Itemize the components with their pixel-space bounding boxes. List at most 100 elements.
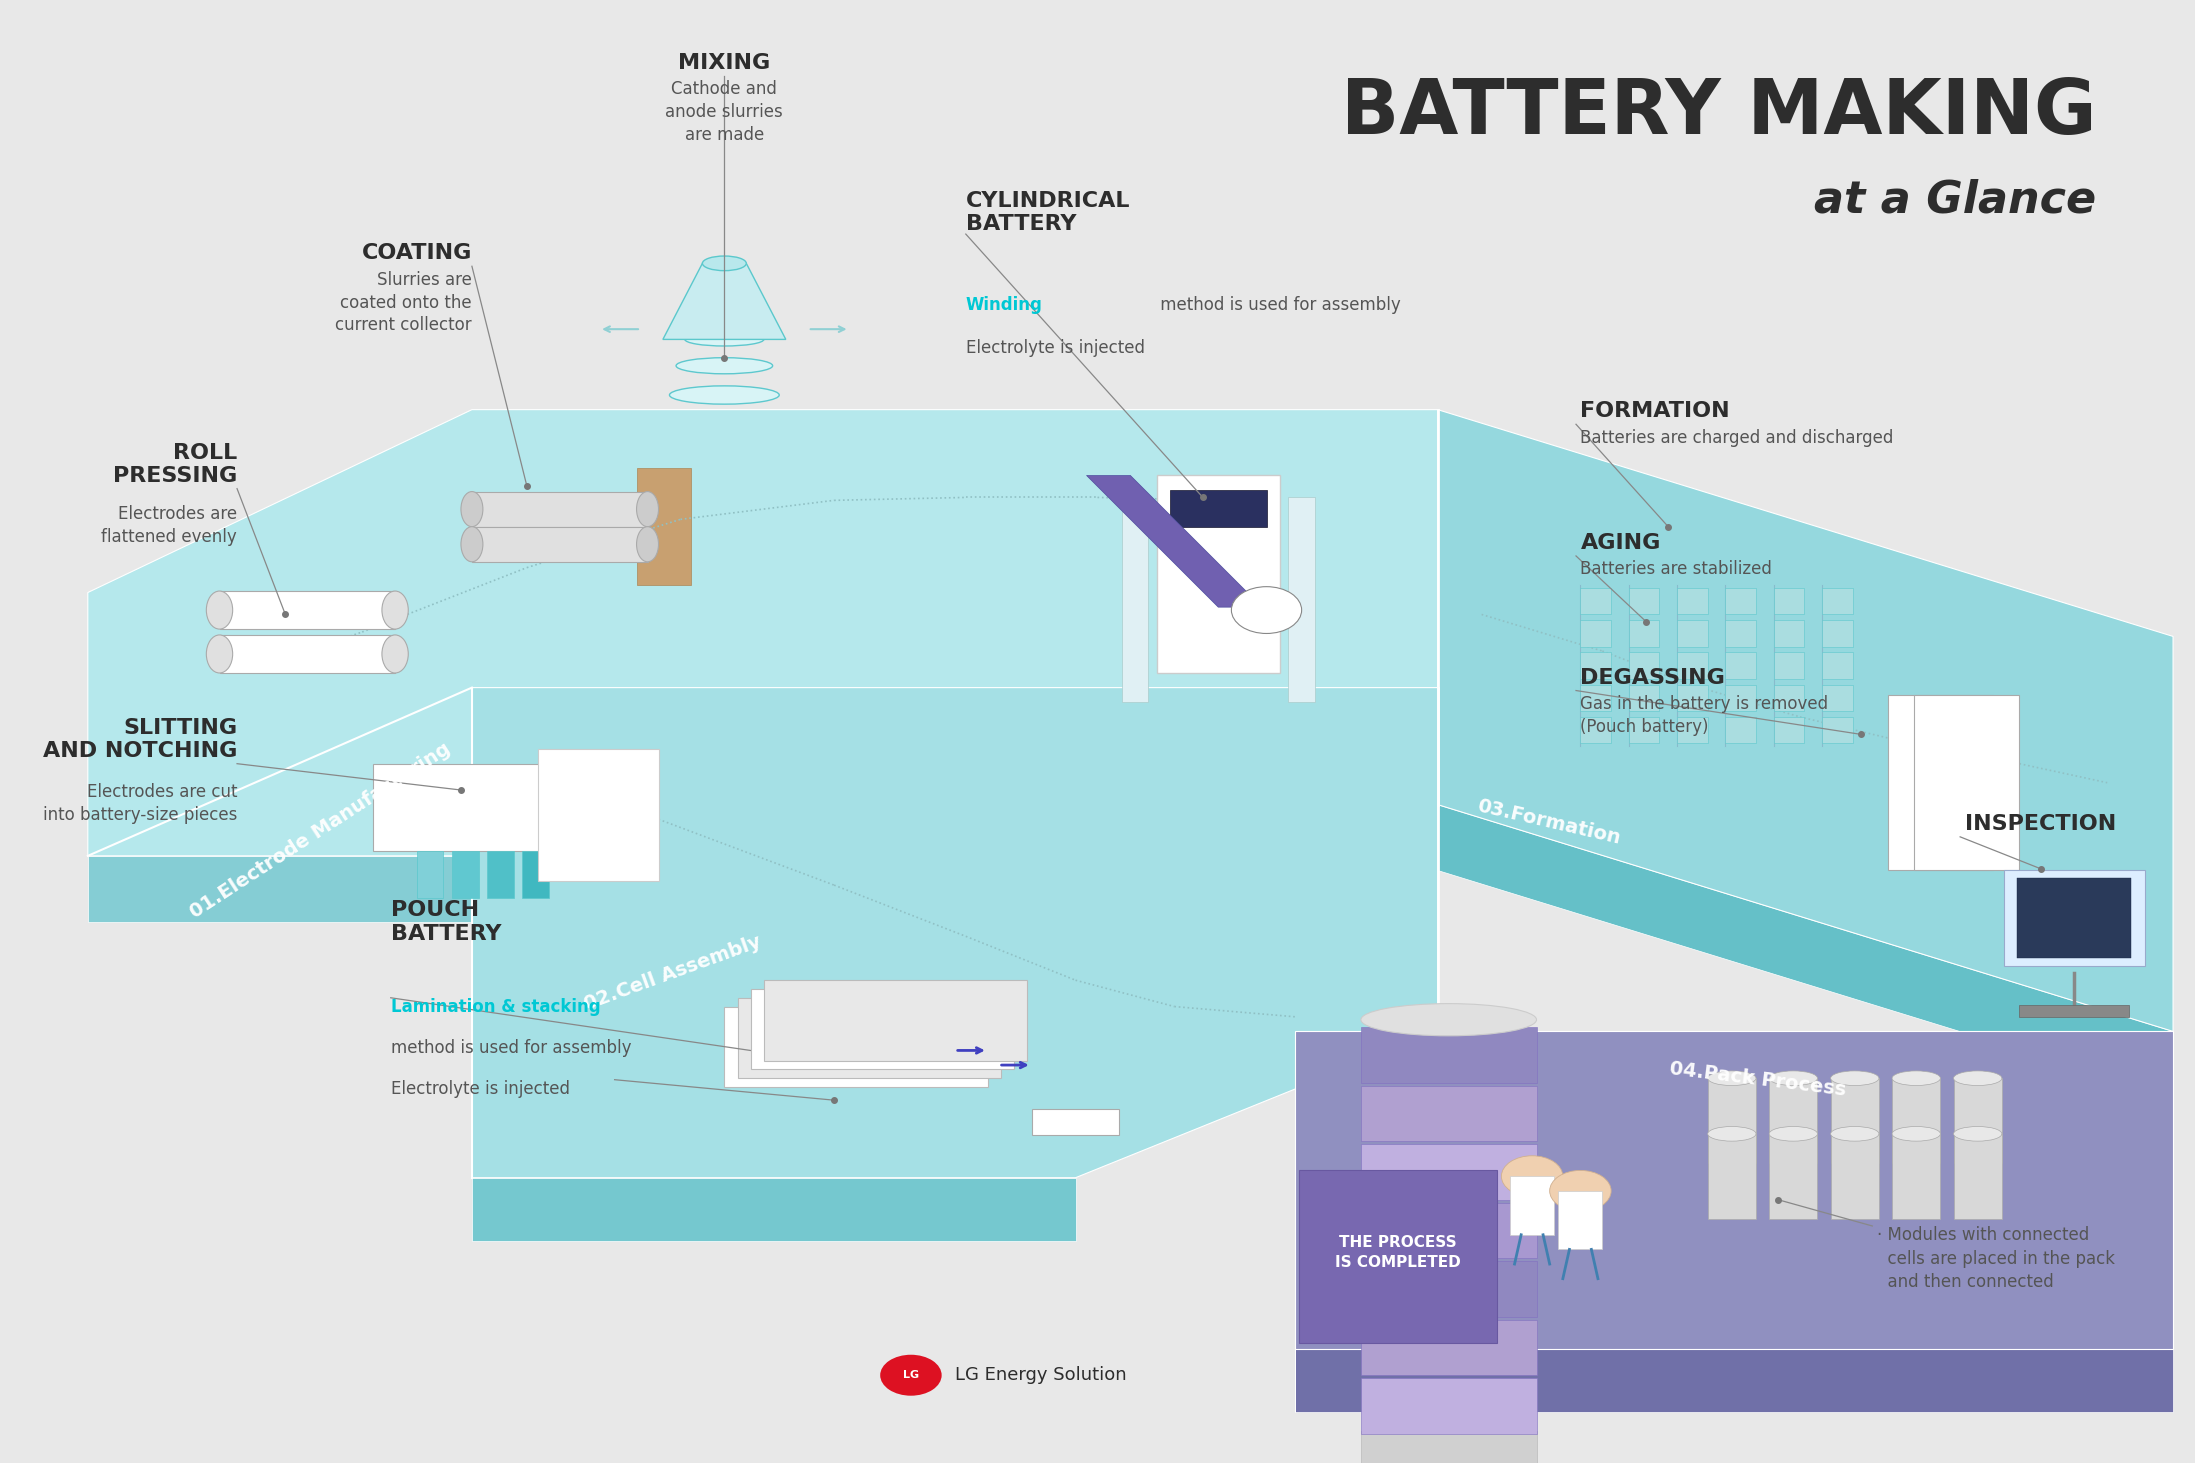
Circle shape bbox=[1231, 587, 1302, 633]
Text: · Modules with connected
  cells are placed in the pack
  and then connected: · Modules with connected cells are place… bbox=[1877, 1226, 2114, 1292]
Polygon shape bbox=[88, 856, 1054, 922]
Bar bbox=[1708, 1078, 1756, 1163]
Ellipse shape bbox=[1361, 1004, 1536, 1036]
Bar bbox=[1361, 1378, 1536, 1434]
Bar bbox=[2004, 870, 2145, 966]
Bar bbox=[751, 989, 1014, 1069]
Bar bbox=[1361, 1320, 1536, 1375]
Bar bbox=[417, 851, 443, 898]
Polygon shape bbox=[472, 1178, 1076, 1241]
Bar bbox=[487, 851, 514, 898]
Bar bbox=[1774, 620, 1804, 647]
Ellipse shape bbox=[1954, 1071, 2002, 1086]
Bar bbox=[538, 749, 658, 881]
Text: Gas in the battery is removed
(Pouch battery): Gas in the battery is removed (Pouch bat… bbox=[1580, 695, 1828, 736]
Ellipse shape bbox=[1708, 1127, 1756, 1141]
Text: method is used for assembly: method is used for assembly bbox=[391, 1039, 632, 1056]
Bar bbox=[1157, 475, 1280, 673]
Bar bbox=[1892, 1134, 1940, 1219]
Bar bbox=[1774, 588, 1804, 614]
Text: INSPECTION: INSPECTION bbox=[1965, 813, 2116, 834]
Text: MIXING: MIXING bbox=[678, 53, 770, 73]
Bar bbox=[1822, 620, 1853, 647]
Ellipse shape bbox=[676, 358, 773, 373]
Bar bbox=[2019, 1005, 2129, 1017]
Bar bbox=[1580, 652, 1611, 679]
Text: 04.Pack Process: 04.Pack Process bbox=[1668, 1059, 1846, 1100]
Text: method is used for assembly: method is used for assembly bbox=[1155, 296, 1400, 313]
Circle shape bbox=[880, 1355, 942, 1396]
Bar bbox=[1774, 717, 1804, 743]
Bar bbox=[472, 527, 648, 562]
Bar bbox=[1725, 588, 1756, 614]
Text: Electrolyte is injected: Electrolyte is injected bbox=[966, 339, 1146, 357]
Bar bbox=[472, 492, 648, 527]
Bar bbox=[1629, 717, 1659, 743]
Bar bbox=[1580, 685, 1611, 711]
Bar bbox=[1677, 588, 1708, 614]
Ellipse shape bbox=[685, 332, 764, 345]
Bar bbox=[1888, 695, 1993, 870]
Bar bbox=[1629, 588, 1659, 614]
Text: THE PROCESS
IS COMPLETED: THE PROCESS IS COMPLETED bbox=[1335, 1235, 1462, 1270]
Bar bbox=[738, 998, 1001, 1078]
Ellipse shape bbox=[461, 492, 483, 527]
Bar bbox=[1725, 620, 1756, 647]
Bar bbox=[1822, 717, 1853, 743]
Bar bbox=[1954, 1134, 2002, 1219]
Bar bbox=[764, 980, 1027, 1061]
Bar bbox=[1361, 1261, 1536, 1317]
Bar bbox=[1677, 620, 1708, 647]
Ellipse shape bbox=[1708, 1071, 1756, 1086]
Text: Winding: Winding bbox=[966, 296, 1043, 313]
Text: 01.Electrode Manufacturing: 01.Electrode Manufacturing bbox=[187, 740, 454, 922]
Bar bbox=[1914, 695, 2019, 870]
Ellipse shape bbox=[1769, 1071, 1817, 1086]
Bar bbox=[1361, 1144, 1536, 1200]
Ellipse shape bbox=[1892, 1071, 1940, 1086]
Ellipse shape bbox=[206, 635, 233, 673]
Bar bbox=[1725, 685, 1756, 711]
Text: 02.Cell Assembly: 02.Cell Assembly bbox=[582, 932, 764, 1014]
Bar bbox=[1032, 1109, 1119, 1135]
Polygon shape bbox=[1295, 1349, 2173, 1412]
Text: at a Glance: at a Glance bbox=[1813, 178, 2096, 221]
Text: Electrodes are cut
into battery-size pieces: Electrodes are cut into battery-size pie… bbox=[42, 783, 237, 824]
Bar bbox=[1954, 1078, 2002, 1163]
Text: ROLL
PRESSING: ROLL PRESSING bbox=[112, 442, 237, 486]
Bar bbox=[1122, 497, 1148, 702]
Bar bbox=[1299, 1170, 1497, 1343]
Ellipse shape bbox=[669, 386, 779, 404]
Bar bbox=[1677, 652, 1708, 679]
Polygon shape bbox=[472, 688, 1438, 1178]
Polygon shape bbox=[663, 263, 786, 339]
Text: SLITTING
AND NOTCHING: SLITTING AND NOTCHING bbox=[42, 717, 237, 761]
Text: Electrolyte is injected: Electrolyte is injected bbox=[391, 1080, 571, 1097]
Text: Batteries are stabilized: Batteries are stabilized bbox=[1580, 560, 1771, 578]
Bar bbox=[1580, 717, 1611, 743]
Bar bbox=[1558, 1191, 1602, 1249]
Bar bbox=[452, 851, 479, 898]
Bar bbox=[1629, 652, 1659, 679]
Ellipse shape bbox=[461, 527, 483, 562]
Ellipse shape bbox=[637, 492, 658, 527]
Bar bbox=[220, 591, 395, 629]
Bar bbox=[1629, 620, 1659, 647]
Bar bbox=[1677, 717, 1708, 743]
Text: Lamination & stacking: Lamination & stacking bbox=[391, 998, 601, 1015]
Bar bbox=[1892, 1078, 1940, 1163]
Ellipse shape bbox=[702, 256, 746, 271]
Bar bbox=[1361, 1431, 1536, 1463]
Bar bbox=[1725, 652, 1756, 679]
Bar bbox=[1831, 1134, 1879, 1219]
Bar bbox=[522, 851, 549, 898]
Ellipse shape bbox=[1831, 1127, 1879, 1141]
Bar bbox=[1774, 652, 1804, 679]
Text: 03.Formation: 03.Formation bbox=[1475, 796, 1622, 849]
Bar bbox=[1822, 652, 1853, 679]
Ellipse shape bbox=[206, 591, 233, 629]
Bar bbox=[1580, 588, 1611, 614]
Bar bbox=[1580, 620, 1611, 647]
Text: POUCH
BATTERY: POUCH BATTERY bbox=[391, 900, 500, 944]
Ellipse shape bbox=[1892, 1127, 1940, 1141]
